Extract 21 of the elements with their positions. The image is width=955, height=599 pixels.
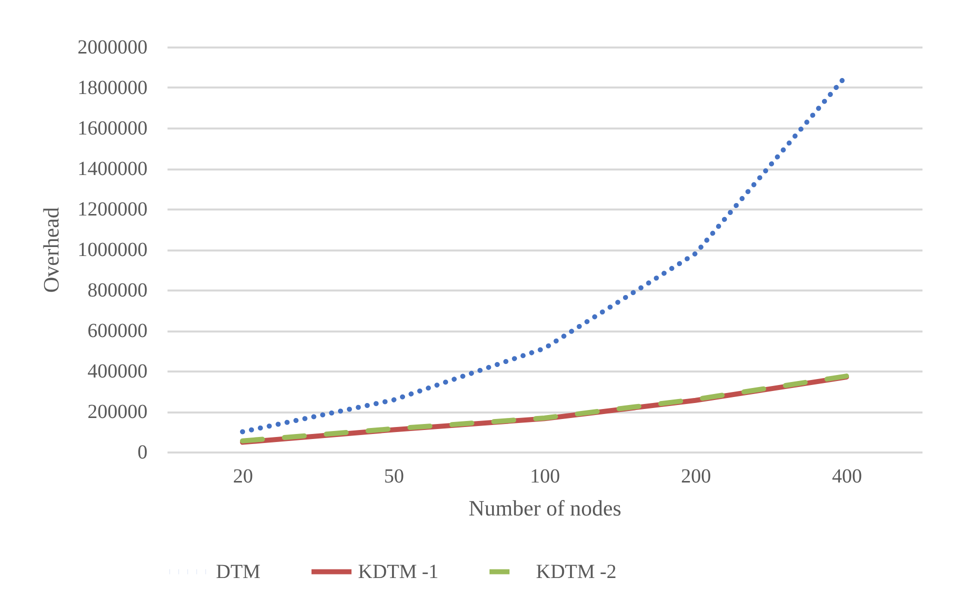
x-tick-label: 20	[233, 466, 253, 488]
y-tick-label: 1200000	[78, 198, 148, 220]
y-tick-label: 200000	[88, 401, 148, 423]
x-tick-label: 100	[530, 466, 560, 488]
legend-label: KDTM -1	[358, 560, 439, 583]
y-tick-label: 800000	[88, 280, 148, 302]
legend-label: KDTM -2	[536, 560, 617, 583]
x-tick-label: 50	[384, 466, 404, 488]
y-tick-label: 1400000	[78, 158, 148, 180]
x-axis-title: Number of nodes	[468, 496, 622, 520]
y-tick-label: 1000000	[78, 239, 148, 261]
y-tick-label: 0	[138, 442, 148, 464]
y-tick-label: 2000000	[78, 36, 148, 58]
y-tick-label: 400000	[88, 360, 148, 382]
legend-label: DTM	[216, 560, 261, 583]
x-tick-label: 400	[832, 466, 862, 488]
y-tick-label: 600000	[88, 320, 148, 342]
x-tick-label: 200	[681, 466, 711, 488]
y-tick-label: 1800000	[78, 77, 148, 99]
y-tick-label: 1600000	[78, 118, 148, 140]
y-axis-title: Overhead	[38, 207, 64, 293]
